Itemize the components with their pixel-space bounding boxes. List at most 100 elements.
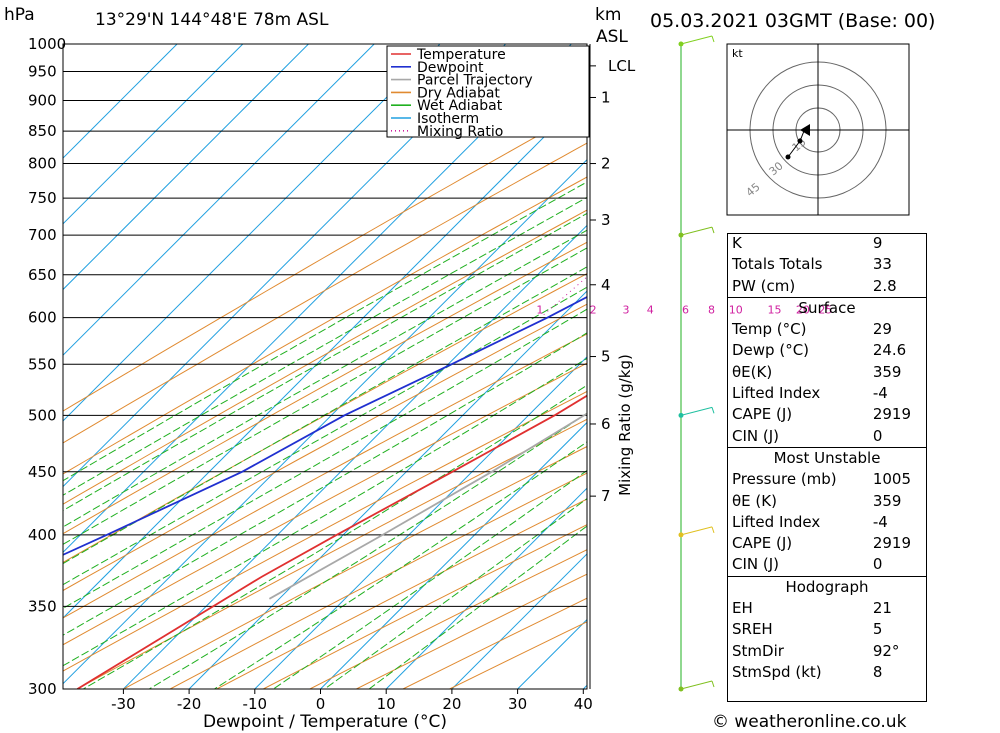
location-label: 13°29'N 144°48'E 78m ASL (95, 10, 329, 30)
index-row: Lifted Index -4 (727, 512, 927, 533)
wet-adiabat-line (63, 286, 587, 586)
index-label: Totals Totals (732, 255, 823, 274)
storm-motion-marker (800, 124, 810, 136)
index-row: Lifted Index -4 (727, 383, 927, 404)
pressure-tick-label: 350 (28, 597, 57, 615)
temperature-tick-label: -20 (177, 695, 202, 713)
x-axis-label: Dewpoint / Temperature (°C) (203, 712, 447, 732)
index-row: EH 21 (727, 598, 927, 619)
km-label: km (595, 5, 622, 25)
legend-item-label: Dewpoint (417, 60, 484, 76)
index-label: CIN (J) (732, 555, 780, 574)
pressure-tick-label: 850 (28, 122, 57, 140)
isotherm-line (385, 487, 587, 689)
dry-adiabat-line (63, 390, 587, 672)
index-value: -4 (872, 512, 888, 531)
index-label: CIN (J) (732, 426, 780, 445)
isotherm-line (254, 356, 587, 689)
height-tick-label: 3 (601, 211, 611, 229)
temperature-tick-label: -30 (111, 695, 136, 713)
mixing-ratio-label: 8 (708, 304, 715, 317)
pressure-tick-label: 450 (28, 463, 57, 481)
pressure-tick-label: 950 (28, 62, 57, 80)
hodograph-point (785, 154, 791, 160)
pressure-tick-label: 500 (28, 406, 57, 424)
wet-adiabat-line (63, 247, 587, 545)
index-label: Dewp (°C) (732, 341, 810, 360)
isotherm-line (188, 290, 587, 689)
index-label: Pressure (mb) (732, 470, 837, 489)
height-tick-label: 1 (601, 88, 611, 106)
index-row: StmSpd (kt) 8 (727, 662, 927, 683)
pressure-tick-label: 600 (28, 309, 57, 327)
isotherm-line (320, 421, 587, 689)
index-value: 29 (872, 320, 892, 339)
surface-title: Surface (727, 296, 927, 320)
index-label: θE (K) (732, 491, 777, 510)
legend-item-label: Mixing Ratio (417, 124, 503, 140)
mixing-ratio-axis-label: Mixing Ratio (g/kg) (616, 354, 634, 496)
index-row: StmDir 92° (727, 641, 927, 662)
isotherm-line (63, 44, 244, 225)
index-value: 2919 (872, 405, 911, 424)
isotherm-line (63, 44, 375, 356)
height-tick-label: 2 (601, 155, 611, 173)
wind-barb (680, 406, 715, 416)
dry-adiabat-line (63, 303, 587, 592)
hodograph-point (797, 138, 803, 144)
pressure-tick-label: 900 (28, 91, 57, 109)
index-value: 9 (872, 234, 883, 252)
isotherm-line (63, 158, 587, 685)
index-value: 5 (872, 620, 883, 639)
index-value: 0 (872, 555, 883, 574)
dry-adiabat-line (63, 362, 587, 646)
index-value: 92° (872, 641, 900, 660)
index-label: Temp (°C) (732, 320, 807, 339)
dry-adiabat-line (63, 142, 587, 444)
dry-adiabat-line (169, 472, 587, 689)
wind-barb (680, 526, 715, 536)
credit-label: © weatheronline.co.uk (712, 712, 907, 732)
temperature-tick-label: -10 (243, 695, 268, 713)
asl-label: ASL (596, 27, 628, 47)
hodograph-title: Hodograph (727, 575, 927, 599)
section-header: Hodograph (727, 575, 927, 599)
legend-item-label: Temperature (416, 47, 506, 63)
temperature-tick-label: 30 (508, 695, 527, 713)
index-value: 33 (872, 255, 892, 274)
dry-adiabat-line (63, 333, 587, 619)
height-tick-label: LCL (608, 57, 636, 75)
index-label: SREH (732, 620, 773, 639)
wet-adiabat-line (214, 441, 587, 689)
wind-profile (678, 35, 715, 692)
pressure-tick-label: 1000 (28, 35, 66, 53)
mixing-ratio-label: 6 (682, 304, 689, 317)
pressure-tick-label: 400 (28, 526, 57, 544)
index-value: 359 (872, 491, 902, 510)
series-temperature (76, 394, 587, 689)
dry-adiabat-line (216, 498, 587, 689)
isotherm-line (451, 553, 587, 689)
index-value: 0 (872, 426, 883, 445)
index-value: 21 (872, 599, 892, 618)
index-row: θE (K) 359 (727, 491, 927, 512)
temperature-tick-label: 40 (574, 695, 593, 713)
index-row: Temp (°C) 29 (727, 319, 927, 340)
wind-barb (680, 680, 715, 690)
most-unstable-title: Most Unstable (727, 446, 927, 470)
height-tick-label: 4 (601, 276, 611, 294)
index-label: StmDir (732, 641, 784, 660)
index-label: PW (cm) (732, 276, 796, 295)
index-row: CAPE (J) 2919 (727, 404, 927, 425)
hodograph-unit-label: kt (732, 47, 743, 60)
pressure-tick-label: 550 (28, 355, 57, 373)
index-label: θE(K) (732, 362, 773, 381)
wet-adiabat-line (63, 308, 587, 609)
legend-item-label: Wet Adiabat (417, 98, 503, 114)
